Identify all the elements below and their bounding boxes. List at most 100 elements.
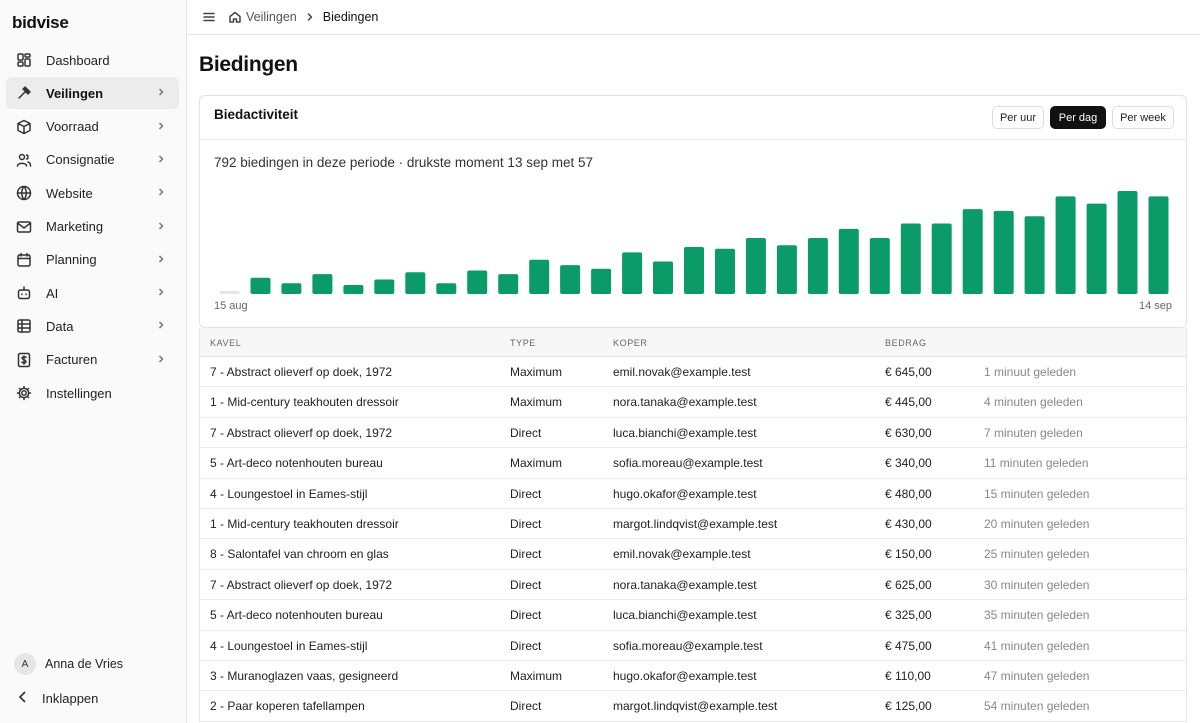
cell-time: 15 minuten geleden [984,486,1090,501]
cell-kavel: 1 - Mid-century teakhouten dressoir [210,516,399,531]
chart-bar[interactable] [653,261,673,295]
gear-icon [16,385,32,401]
chart-bar[interactable] [374,279,395,295]
breadcrumb-veilingen[interactable]: Veilingen [246,10,297,24]
chevron-right-icon [155,253,167,265]
page-title: Biedingen [199,53,298,76]
home-icon [228,10,242,24]
chart-bar[interactable] [405,272,426,294]
cell-bedrag: € 625,00 [885,577,932,592]
activity-card: Biedactiviteit Per uur Per dag Per week … [199,95,1187,328]
chevron-right-icon [155,319,167,331]
chart-bar[interactable] [529,259,550,294]
chart-bar[interactable] [1024,216,1045,294]
menu-icon[interactable] [202,10,216,24]
table-row[interactable]: 4 - Loungestoel in Eames-stijl Direct sofi… [199,630,1187,661]
chart-bar[interactable] [931,223,952,295]
sidebar-item-marketing[interactable]: Marketing [6,211,179,243]
sidebar-item-planning[interactable]: Planning [6,244,179,276]
chevron-right-icon [155,353,167,365]
chart-bar[interactable] [838,228,859,294]
chart-bar[interactable] [250,277,271,294]
chart-bar[interactable] [807,238,828,294]
cell-bedrag: € 110,00 [885,668,931,683]
chevron-right-icon [155,186,167,198]
sidebar-item-label: Voorraad [46,119,99,135]
cell-koper: margot.lindqvist@example.test [613,699,778,714]
table-row[interactable]: 1 - Mid-century teakhouten dressoir Direc… [199,508,1187,540]
toggle-per-dag[interactable]: Per dag [1050,106,1106,129]
cell-koper: luca.bianchi@example.test [613,425,757,440]
chart-bar[interactable] [591,268,612,294]
cell-time: 20 minuten geleden [984,516,1090,531]
sidebar-item-dashboard[interactable]: Dashboard [6,44,179,76]
chart-bar[interactable] [1117,191,1138,294]
table-row[interactable]: 5 - Art-deco notenhouten bureau Maximum so… [199,448,1187,479]
table-row[interactable]: 5 - Art-deco notenhouten bureau Direct luc… [199,600,1187,631]
cell-bedrag: € 630,00 [885,425,932,440]
calendar-icon [16,252,32,268]
cell-koper: sofia.moreau@example.test [613,638,763,653]
sidebar-item-voorraad[interactable]: Voorraad [6,111,179,143]
toggle-per-week[interactable]: Per week [1112,106,1174,129]
chart-bar[interactable] [962,209,983,294]
table-row[interactable]: 1 - Mid-century teakhouten dressoir Maxim… [199,387,1187,418]
app-logo[interactable]: bidvise [12,13,69,32]
table-row[interactable]: 7 - Abstract olieverf op doek, 1972 Direc… [199,417,1187,449]
breadcrumb-current: Biedingen [322,10,379,24]
chart-bar[interactable] [498,274,519,294]
chart-bar[interactable] [343,285,364,294]
chart-bar[interactable] [219,291,240,294]
chart-bar[interactable] [745,238,766,294]
chart-bar[interactable] [900,223,921,295]
sidebar-item-consignatie[interactable]: Consignatie [6,144,179,176]
chart-bar[interactable] [560,265,581,294]
chart-bar[interactable] [1086,203,1107,294]
chart-bar[interactable] [1055,196,1076,294]
chart-bar[interactable] [684,247,704,294]
chart-bar[interactable] [1148,196,1169,294]
cell-kavel: 1 - Mid-century teakhouten dressoir [210,395,399,410]
table-row[interactable]: 4 - Loungestoel in Eames-stijl Direct hugo… [199,478,1187,509]
cell-kavel: 3 - Muranoglazen vaas, gesigneerd [210,668,399,683]
table-row[interactable]: 7 - Abstract olieverf op doek, 1972 Direc… [199,569,1187,601]
chart-bar[interactable] [993,210,1014,294]
sidebar-item-facturen[interactable]: Facturen [6,344,179,376]
col-koper: Koper [613,338,648,348]
cell-bedrag: € 645,00 [885,365,932,379]
sidebar-item-website[interactable]: Website [6,177,179,209]
cell-kavel: 4 - Loungestoel in Eames-stijl [210,486,368,501]
cell-type: Maximum [510,395,563,410]
sidebar-item-data[interactable]: Data [6,310,179,342]
table-row[interactable]: 8 - Salontafel van chroom en glas Direct e… [199,539,1187,570]
collapse-button[interactable]: Inklappen [16,690,98,707]
chart-bar[interactable] [776,245,797,294]
cell-bedrag: € 445,00 [885,395,932,410]
chart-bar[interactable] [715,248,735,294]
chevron-left-icon [16,690,30,707]
cell-time: 47 minuten geleden [984,668,1090,683]
sidebar-item-label: Dashboard [46,52,110,68]
sidebar-item-instellingen[interactable]: Instellingen [6,377,179,409]
chart-bar[interactable] [622,252,643,294]
chevron-right-icon [155,286,167,298]
table-row[interactable]: 2 - Paar koperen tafellampen Direct margot… [199,691,1187,722]
chart-bar[interactable] [281,283,302,294]
toggle-per-uur[interactable]: Per uur [992,106,1044,129]
mail-icon [16,219,32,235]
cell-time: 30 minuten geleden [984,577,1090,592]
sidebar-item-label: Data [46,318,74,334]
cell-kavel: 7 - Abstract olieverf op doek, 1972 [210,425,393,440]
table-row[interactable]: 7 - Abstract olieverf op doek, 1972 Maxim… [199,357,1187,388]
bids-table: Kavel Type Koper Bedrag 7 - Abstract oli… [199,328,1187,722]
user-profile[interactable]: A Anna de Vries [14,653,123,675]
sidebar-item-ai[interactable]: AI [6,277,179,309]
chart-bar[interactable] [467,270,488,295]
chevron-right-icon [155,86,167,98]
chart-bar[interactable] [436,283,457,294]
chart-bar[interactable] [312,274,333,294]
cell-type: Maximum [510,668,563,683]
table-row[interactable]: 3 - Muranoglazen vaas, gesigneerd Maximum… [199,660,1187,692]
sidebar-item-veilingen[interactable]: Veilingen [6,77,179,110]
chart-bar[interactable] [869,238,890,294]
